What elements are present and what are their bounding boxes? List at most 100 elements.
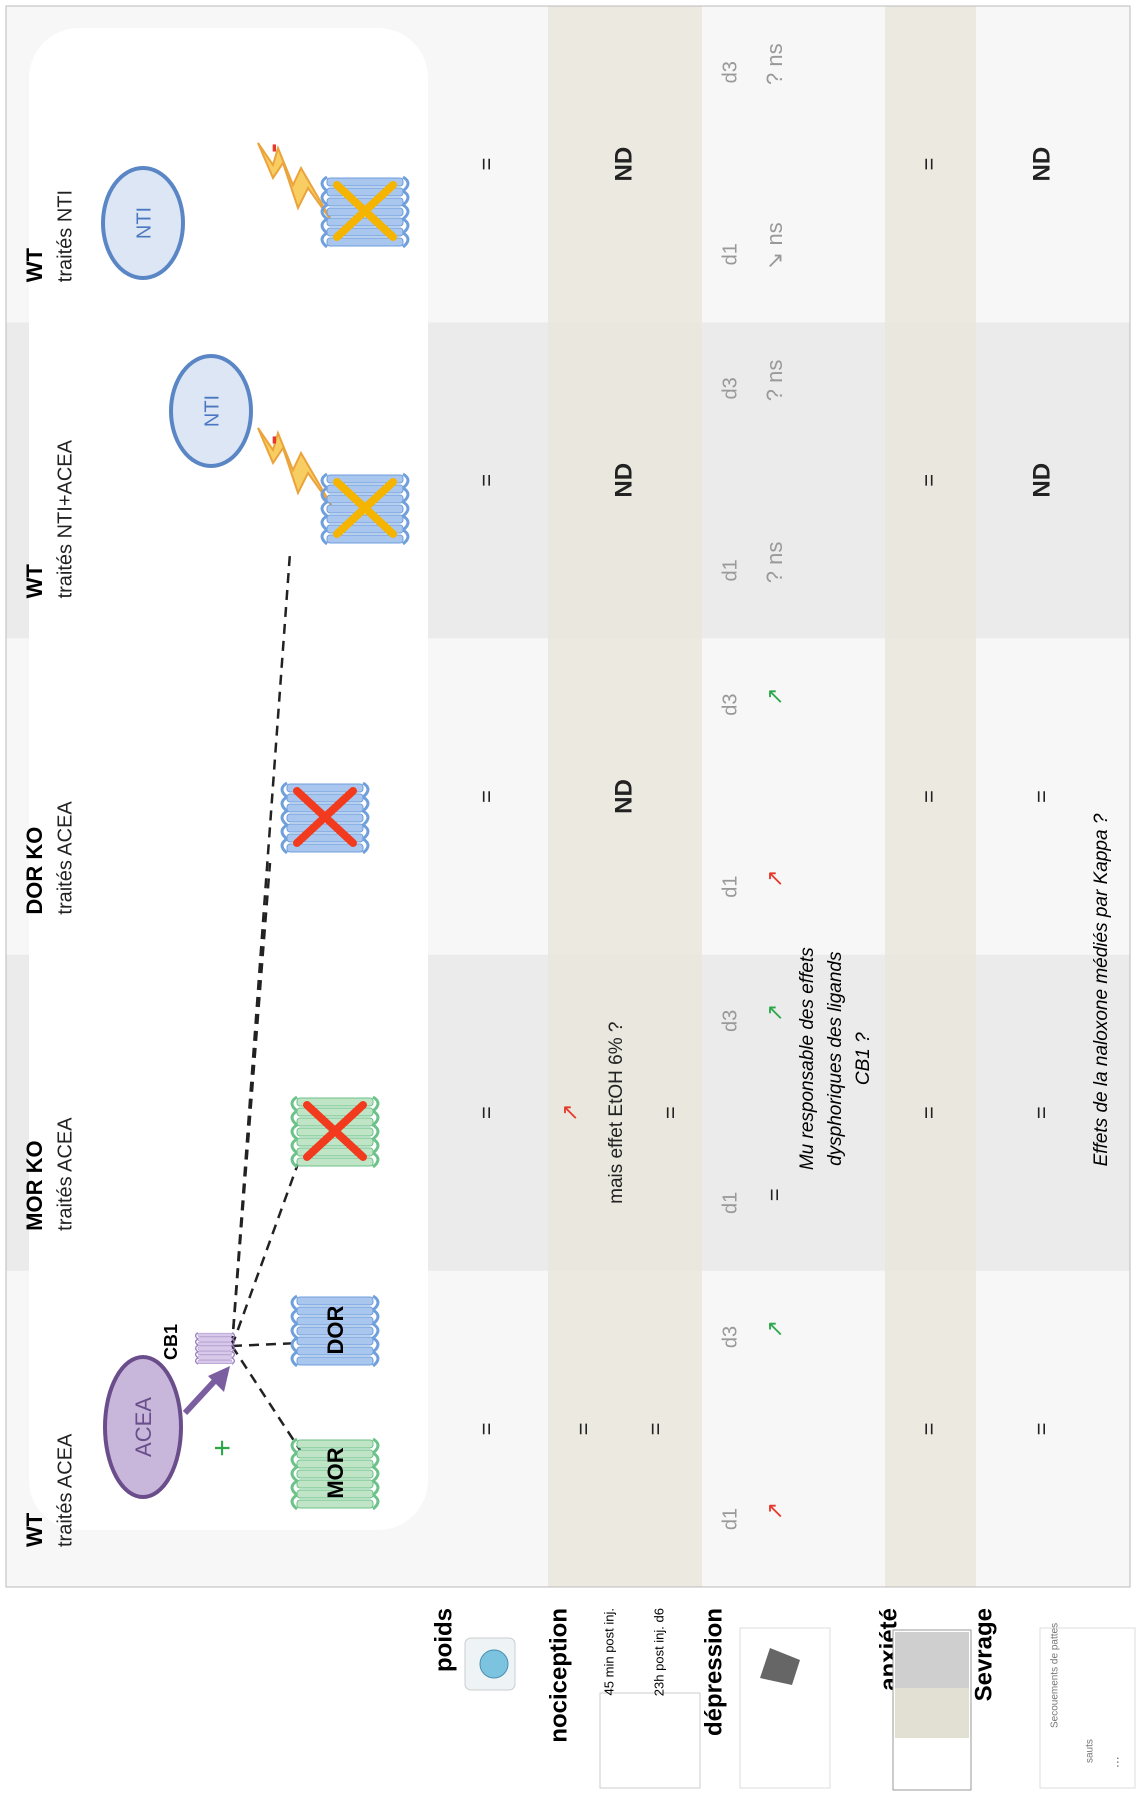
nti-ellipse (169, 354, 253, 468)
mor-receptor (290, 1437, 380, 1511)
mor-label: MOR (323, 1447, 348, 1498)
icon-depression (739, 1627, 831, 1789)
row-sublabel: 23h post inj. d6 (651, 1608, 666, 1696)
helix (326, 534, 404, 544)
cell-value: = (1029, 1106, 1054, 1119)
nti-label: NTI (133, 207, 155, 239)
cb1-label: CB1 (161, 1324, 181, 1360)
note: CB1 ? (853, 1032, 874, 1085)
helix (326, 474, 404, 484)
helix (296, 1306, 374, 1316)
cell-value: = (916, 790, 941, 803)
note: Mu responsable des effets (797, 947, 818, 1170)
column-subtitle: traités ACEA (54, 1117, 76, 1231)
not-determined: ND (610, 779, 637, 814)
icon-depression-bucket (760, 1648, 800, 1685)
cell-value: ? ns (762, 360, 787, 402)
dashed-link (230, 1345, 302, 1451)
column-title: WT (22, 1512, 47, 1547)
helix (296, 1469, 374, 1479)
day-label: d1 (719, 243, 741, 265)
day-label: d1 (719, 875, 741, 897)
nti-receptor (320, 472, 410, 546)
helix (296, 1449, 374, 1459)
row-label: Sevrage (970, 1608, 997, 1701)
cross (333, 478, 397, 538)
day-label: d3 (719, 1326, 741, 1348)
column-title: WT (22, 564, 47, 599)
cell-value: = (658, 1106, 683, 1119)
minus: - (256, 143, 287, 152)
helix (286, 803, 364, 813)
helix (326, 494, 404, 504)
cell-value: = (474, 1106, 499, 1119)
helix (296, 1157, 374, 1167)
day-label: d3 (719, 693, 741, 715)
row-label: poids (430, 1608, 457, 1672)
row-sublabel: 45 min post inj. (601, 1608, 616, 1695)
helix (326, 237, 404, 247)
cell-value: = (916, 474, 941, 487)
icon-sevrage (1039, 1627, 1136, 1789)
column-title: DOR KO (22, 827, 47, 915)
dashed-link (231, 1341, 301, 1348)
cell-value: ↗ (762, 687, 787, 705)
helix (296, 1326, 374, 1336)
cross (293, 787, 357, 847)
day-label: d3 (719, 377, 741, 399)
receptor-loops (320, 175, 410, 249)
column-title: MOR KO (22, 1140, 47, 1230)
cell-value: = (1029, 1422, 1054, 1435)
helix (296, 1137, 374, 1147)
column-title: WT (22, 247, 47, 282)
helix (296, 1097, 374, 1107)
cell-value: = (1029, 790, 1054, 803)
cell-value: = (474, 158, 499, 171)
cell-value: ↗ (762, 1320, 787, 1338)
cell-value: = (916, 158, 941, 171)
cell-value: = (643, 1422, 668, 1435)
minus: - (256, 435, 287, 444)
day-label: d1 (719, 559, 741, 581)
row-label: nociception (545, 1608, 572, 1743)
cell-value: ↗ (762, 1004, 787, 1022)
receptor-loops (320, 472, 410, 546)
helix (326, 217, 404, 227)
helix (197, 1332, 233, 1337)
icon-text: ... (1106, 1756, 1122, 1768)
helix (197, 1337, 233, 1342)
helix (296, 1499, 374, 1509)
day-label: d3 (719, 1010, 741, 1032)
helix (326, 514, 404, 524)
cross (303, 1101, 367, 1161)
column-subtitle: traités NTI+ACEA (54, 439, 76, 598)
column-subtitle: traités ACEA (54, 1433, 76, 1547)
helix (197, 1341, 233, 1346)
acea-ellipse (103, 1355, 183, 1499)
icon-anxiety-mid (895, 1688, 969, 1738)
plus: + (206, 1439, 239, 1457)
not-determined: ND (610, 463, 637, 498)
cell-value: ↗ (762, 1502, 787, 1520)
column-subtitle: traités NTI (54, 190, 76, 282)
cb1-receptor (194, 1332, 236, 1365)
day-label: d1 (719, 1192, 741, 1214)
icon-anxiety-dark (895, 1632, 969, 1688)
cell-value: ↗ (762, 869, 787, 887)
icon-text: Secouements de pattes (1050, 1623, 1061, 1728)
helix (197, 1355, 233, 1360)
cell-value: = (474, 790, 499, 803)
helix (296, 1117, 374, 1127)
icon-scale-dial (479, 1649, 509, 1679)
helix (326, 197, 404, 207)
helix (296, 1336, 374, 1346)
frame (5, 5, 1131, 1588)
dashed-link (230, 862, 272, 1347)
receptor-loops (290, 1095, 380, 1169)
helix (296, 1439, 374, 1449)
note: Effets de la naloxone médiés par Kappa ? (1091, 813, 1112, 1166)
dor-label: DOR (323, 1305, 348, 1354)
cell-value: = (474, 474, 499, 487)
day-label: d3 (719, 61, 741, 83)
